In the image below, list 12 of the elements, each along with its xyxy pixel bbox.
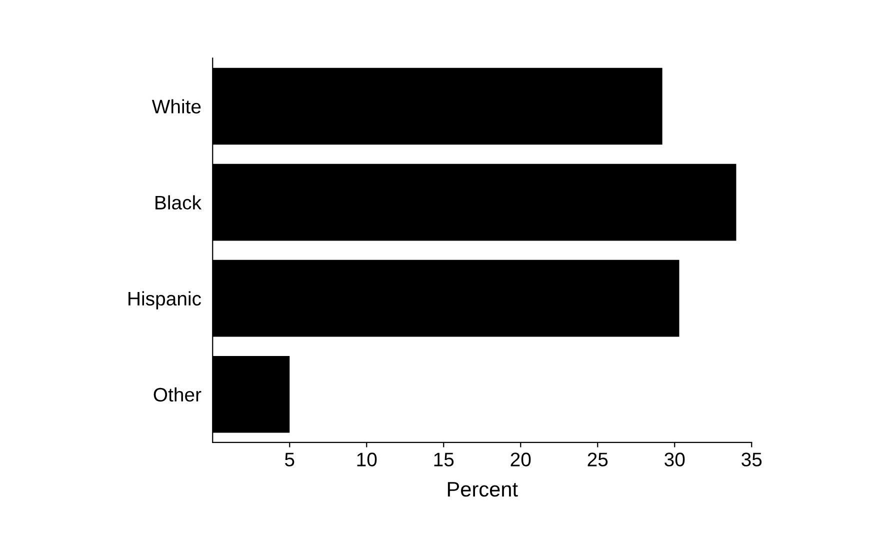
- x-tick-label: 15: [434, 452, 454, 466]
- x-axis-title: Percent: [448, 482, 518, 497]
- y-tick-label: White: [152, 99, 201, 114]
- x-tick-label: 5: [284, 452, 294, 466]
- x-tick-label: 25: [588, 452, 608, 466]
- x-tick-label: 10: [357, 452, 377, 466]
- x-tick-label: 30: [664, 452, 685, 466]
- x-tick-label: 35: [742, 452, 762, 466]
- y-tick-label: Hispanic: [128, 291, 202, 310]
- y-tick-label: Black: [156, 195, 202, 210]
- x-tick-label: 20: [510, 452, 531, 466]
- y-tick-label: Other: [154, 387, 202, 402]
